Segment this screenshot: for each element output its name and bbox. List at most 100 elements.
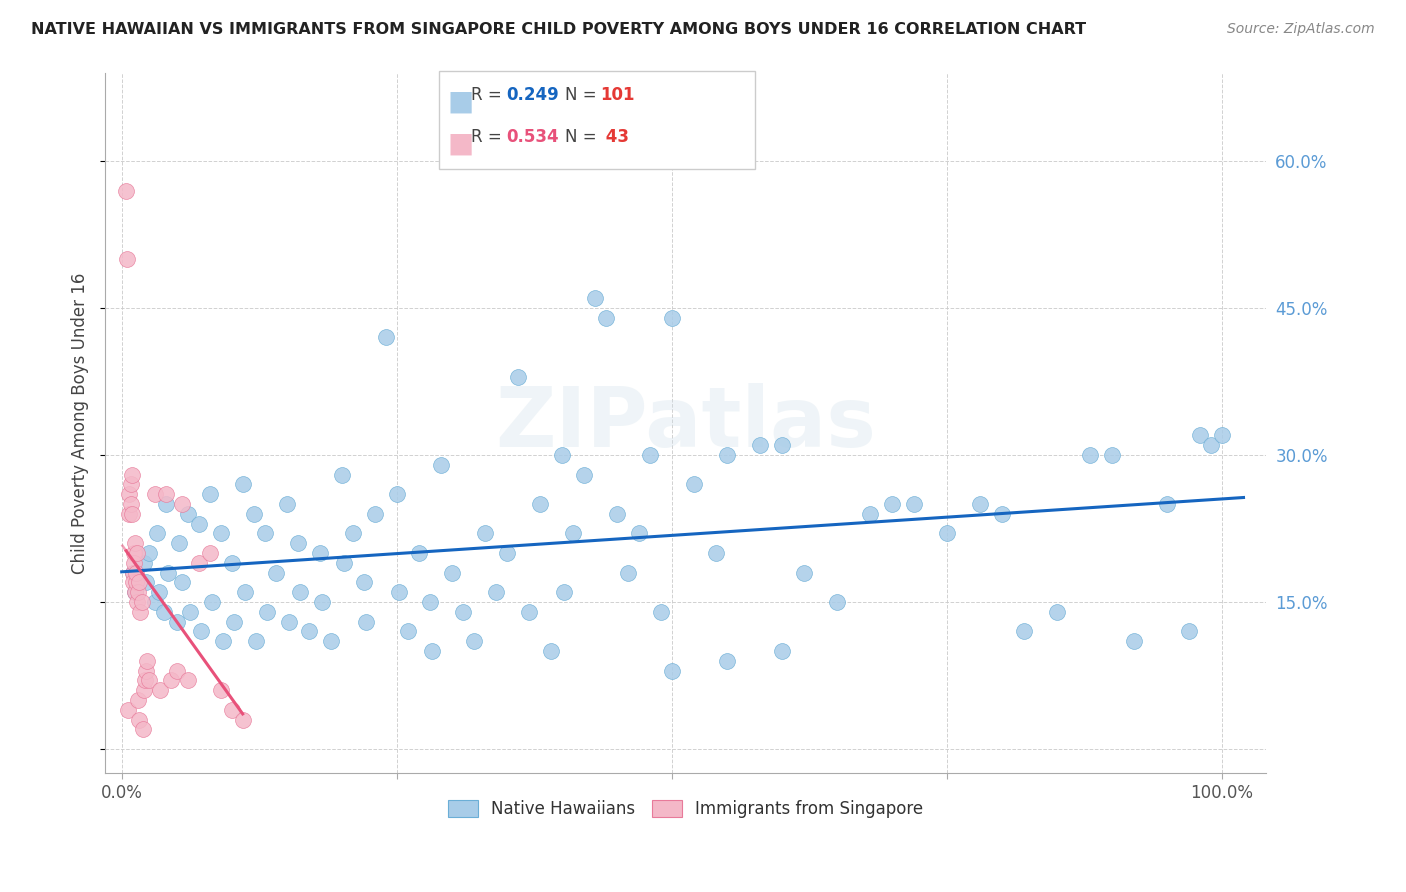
Point: [122, 556, 145, 570]
Point: [627, 526, 650, 541]
Point: [374, 330, 396, 344]
Text: N =: N =: [565, 128, 602, 145]
Point: [166, 664, 188, 678]
Point: [155, 487, 177, 501]
Point: [253, 526, 276, 541]
Point: [540, 644, 562, 658]
Point: [298, 624, 321, 639]
Point: [419, 595, 441, 609]
Point: [319, 634, 342, 648]
Point: [166, 615, 188, 629]
Point: [1177, 624, 1199, 639]
Text: 0.249: 0.249: [506, 86, 560, 103]
Point: [858, 507, 880, 521]
Point: [198, 546, 221, 560]
Point: [160, 673, 183, 688]
Point: [682, 477, 704, 491]
Point: [288, 585, 311, 599]
Point: [264, 566, 287, 580]
Point: [221, 703, 243, 717]
Point: [396, 624, 419, 639]
Point: [232, 713, 254, 727]
Point: [704, 546, 727, 560]
Text: ■: ■: [447, 87, 474, 115]
Point: [661, 310, 683, 325]
Point: [125, 575, 148, 590]
Point: [242, 507, 264, 521]
Point: [222, 615, 245, 629]
Point: [233, 585, 256, 599]
Point: [115, 252, 138, 266]
Point: [333, 556, 356, 570]
Point: [287, 536, 309, 550]
Point: [120, 497, 142, 511]
Point: [748, 438, 770, 452]
Point: [353, 575, 375, 590]
Point: [1122, 634, 1144, 648]
Point: [121, 467, 143, 482]
Point: [256, 605, 278, 619]
Y-axis label: Child Poverty Among Boys Under 16: Child Poverty Among Boys Under 16: [72, 273, 89, 574]
Point: [121, 566, 143, 580]
Point: [311, 595, 333, 609]
Point: [474, 526, 496, 541]
Point: [330, 467, 353, 482]
Point: [595, 310, 617, 325]
Point: [716, 654, 738, 668]
Point: [1012, 624, 1035, 639]
Point: [121, 575, 143, 590]
Point: [129, 605, 152, 619]
Text: R =: R =: [471, 86, 508, 103]
Point: [176, 507, 198, 521]
Point: [354, 615, 377, 629]
Point: [1199, 438, 1222, 452]
Point: [146, 526, 169, 541]
Point: [572, 467, 595, 482]
Point: [187, 556, 209, 570]
Point: [198, 487, 221, 501]
Point: [209, 526, 232, 541]
Text: N =: N =: [565, 86, 602, 103]
Point: [969, 497, 991, 511]
Text: ■: ■: [447, 129, 474, 157]
Point: [176, 673, 198, 688]
Point: [561, 526, 583, 541]
Point: [120, 477, 142, 491]
Point: [134, 673, 156, 688]
Point: [880, 497, 903, 511]
Point: [179, 605, 201, 619]
Point: [127, 693, 149, 707]
Point: [385, 487, 408, 501]
Point: [131, 595, 153, 609]
Point: [606, 507, 628, 521]
Point: [451, 605, 474, 619]
Point: [245, 634, 267, 648]
Point: [485, 585, 508, 599]
Point: [1211, 428, 1233, 442]
Point: [155, 497, 177, 511]
Point: [277, 615, 299, 629]
Point: [135, 664, 157, 678]
Point: [117, 703, 139, 717]
Point: [429, 458, 451, 472]
Point: [276, 497, 298, 511]
Point: [118, 507, 141, 521]
Point: [770, 438, 793, 452]
Point: [201, 595, 224, 609]
Point: [388, 585, 411, 599]
Point: [420, 644, 443, 658]
Point: [616, 566, 638, 580]
Point: [138, 673, 160, 688]
Point: [128, 575, 150, 590]
Point: [143, 595, 166, 609]
Point: [209, 683, 232, 698]
Point: [825, 595, 848, 609]
Point: [1156, 497, 1178, 511]
Point: [152, 605, 174, 619]
Point: [121, 507, 143, 521]
Point: [553, 585, 575, 599]
Point: [172, 497, 194, 511]
Point: [124, 536, 146, 550]
Point: [638, 448, 661, 462]
Point: [1078, 448, 1101, 462]
